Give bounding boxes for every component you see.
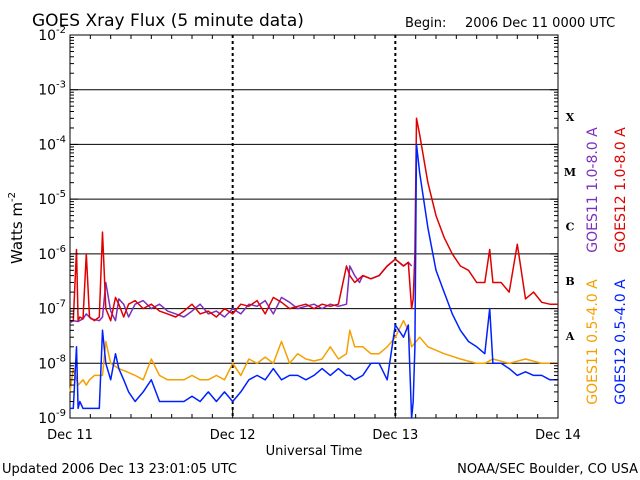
legend-entry-3: GOES12 0.5-4.0 A <box>613 279 629 405</box>
begin-value: 2006 Dec 11 0000 UTC <box>465 16 615 31</box>
y-tick-base: 10 <box>38 137 56 153</box>
y-tick-exp: -9 <box>56 408 66 419</box>
legend-entry-1: GOES12 1.0-8.0 A <box>613 127 629 253</box>
legend: GOES11 1.0-8.0 A GOES12 1.0-8.0 A GOES11 0… <box>585 127 629 405</box>
chart-title: GOES Xray Flux (5 minute data) <box>32 11 304 31</box>
legend-entry-0: GOES11 1.0-8.0 A <box>585 127 601 253</box>
y-axis-label-base: Watts m <box>8 202 26 264</box>
flare-class-M: M <box>564 166 576 179</box>
x-axis-label: Universal Time <box>266 444 363 459</box>
series-line-3 <box>70 143 558 419</box>
y-tick-base: 10 <box>38 302 56 318</box>
y-axis-ticks: 10-910-810-710-610-510-410-310-2 <box>38 25 558 427</box>
y-tick-base: 10 <box>38 247 56 263</box>
series-lines <box>69 117 558 419</box>
footer-credit: NOAA/SEC Boulder, CO USA <box>457 462 638 477</box>
y-tick-label: 10-5 <box>38 189 66 208</box>
x-tick-label: Dec 12 <box>210 428 256 443</box>
series-line-2 <box>69 319 558 393</box>
y-tick-label: 10-3 <box>38 80 66 99</box>
y-tick-label: 10-8 <box>38 353 66 372</box>
flare-class-labels: A B C M X <box>564 111 576 343</box>
x-tick-label: Dec 13 <box>372 428 418 443</box>
flare-class-B: B <box>565 275 574 288</box>
y-tick-label: 10-2 <box>38 25 66 44</box>
y-tick-exp: -6 <box>56 244 66 255</box>
x-axis-ticks: Dec 11 Dec 12 Dec 13 Dec 14 <box>47 35 581 443</box>
series-line-1 <box>70 117 558 322</box>
y-axis-label-exp: -2 <box>7 192 18 202</box>
y-tick-exp: -2 <box>56 25 66 36</box>
y-tick-exp: -5 <box>56 189 66 200</box>
x-tick-label: Dec 14 <box>535 428 581 443</box>
y-tick-base: 10 <box>38 83 56 99</box>
y-tick-base: 10 <box>38 192 56 208</box>
y-tick-label: 10-9 <box>38 408 66 427</box>
x-tick-label: Dec 11 <box>47 428 93 443</box>
y-tick-label: 10-6 <box>38 244 66 263</box>
series-line-0 <box>69 258 413 324</box>
legend-entry-2: GOES11 0.5-4.0 A <box>585 279 601 405</box>
y-tick-exp: -7 <box>56 299 66 310</box>
flare-class-A: A <box>565 330 575 343</box>
y-tick-base: 10 <box>38 411 56 427</box>
svg-text:Watts m-2: Watts m-2 <box>7 192 26 264</box>
y-tick-label: 10-4 <box>38 134 66 153</box>
y-tick-exp: -3 <box>56 80 66 91</box>
flare-class-X: X <box>566 111 575 124</box>
y-tick-exp: -4 <box>56 134 66 145</box>
y-axis-label: Watts m-2 <box>7 192 26 264</box>
y-tick-exp: -8 <box>56 353 66 364</box>
y-tick-base: 10 <box>38 28 56 44</box>
y-tick-label: 10-7 <box>38 299 66 318</box>
begin-label: Begin: <box>405 16 446 31</box>
flare-class-C: C <box>566 221 575 234</box>
y-tick-base: 10 <box>38 356 56 372</box>
footer-updated: Updated 2006 Dec 13 23:01:05 UTC <box>2 462 237 477</box>
